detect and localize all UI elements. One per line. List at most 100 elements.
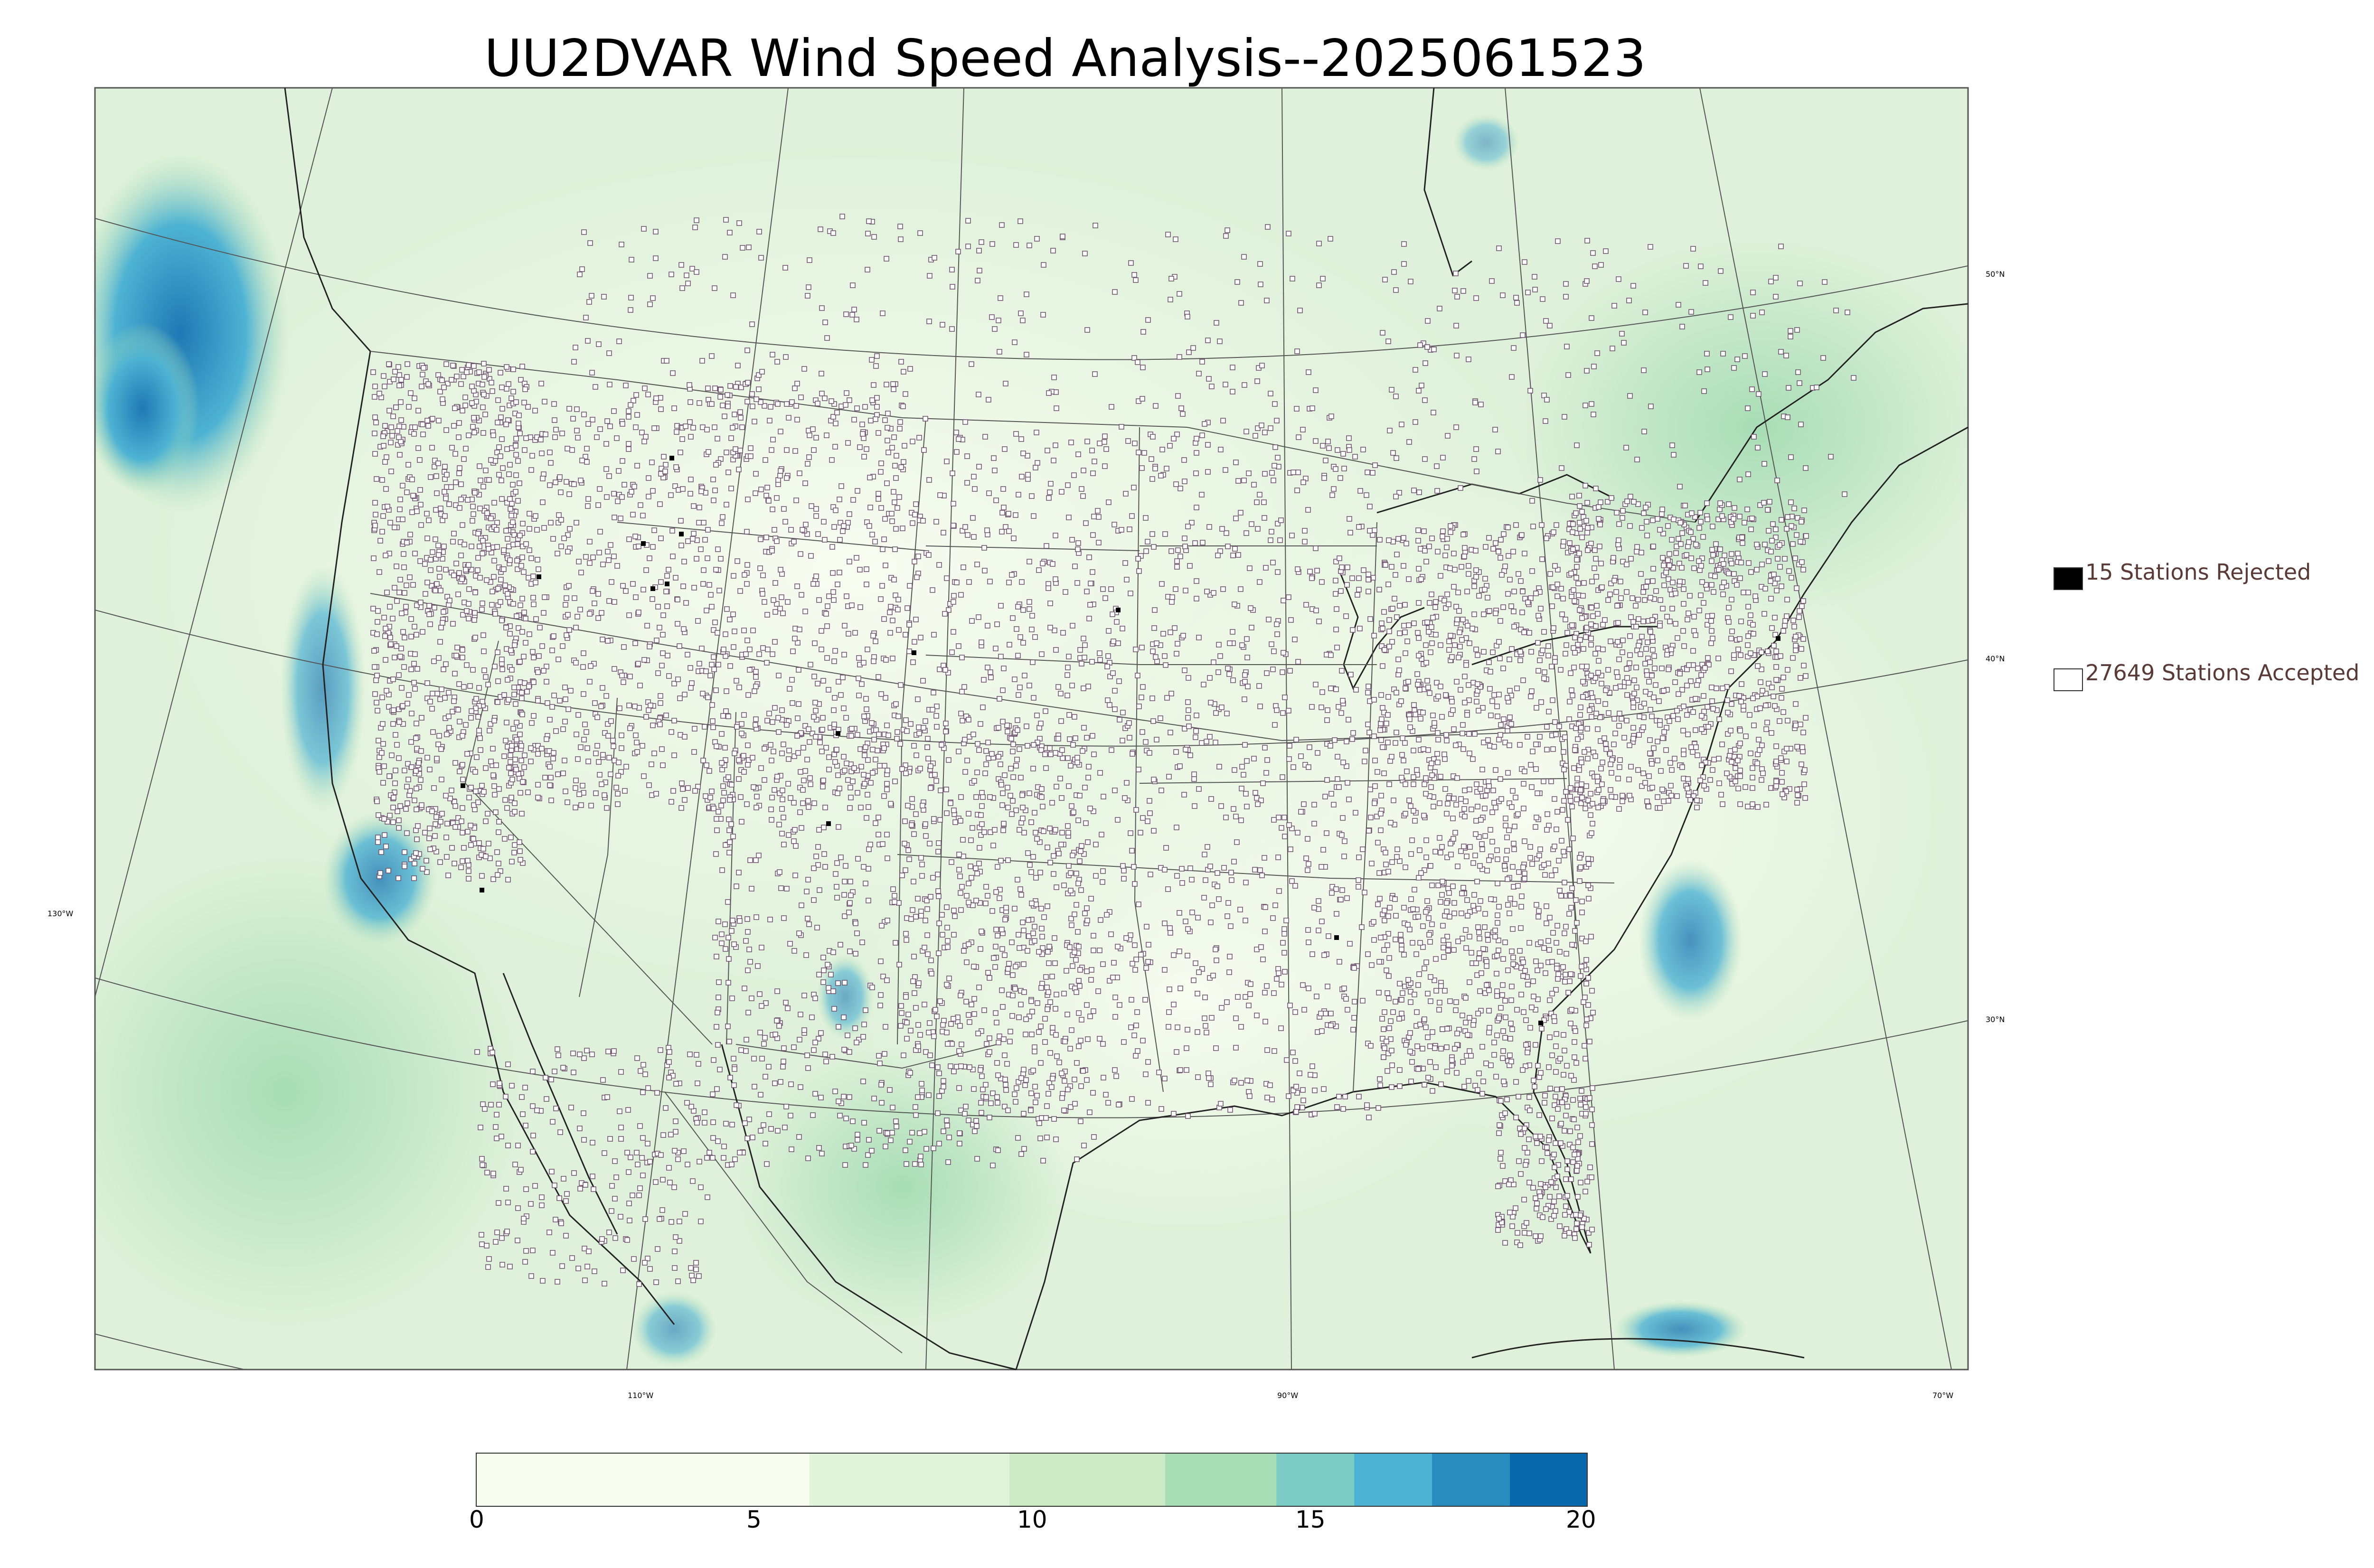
station-accepted [1233,814,1239,819]
station-accepted [936,893,942,899]
station-accepted [1238,510,1244,516]
station-accepted [730,425,735,431]
station-accepted [1511,624,1517,629]
station-accepted [1083,520,1089,526]
station-accepted [805,1065,811,1071]
station-accepted [1381,609,1387,615]
station-accepted [1006,528,1012,534]
station-accepted [915,1043,921,1049]
station-accepted [1054,884,1059,890]
station-accepted [1054,1053,1060,1059]
station-accepted [987,1035,992,1041]
station-accepted [410,582,416,588]
station-accepted [958,890,963,896]
station-accepted [1005,805,1011,810]
station-accepted [1272,463,1277,469]
station-accepted [1055,736,1061,742]
station-accepted [1074,871,1079,876]
station-accepted [1112,706,1118,712]
station-accepted [969,618,975,624]
station-accepted [820,955,826,960]
station-accepted [1044,985,1050,990]
station-accepted [958,592,964,598]
station-accepted [803,952,809,958]
station-accepted [707,582,712,588]
station-accepted [995,1100,1000,1106]
station-accepted [575,435,581,441]
station-accepted [1043,1115,1049,1121]
station-accepted [900,404,906,409]
station-accepted [905,803,911,808]
station-accepted [1003,1082,1008,1088]
station-accepted [544,736,549,742]
station-accepted [718,387,724,393]
station-accepted [1295,659,1301,665]
station-accepted [1199,740,1205,746]
station-accepted [1020,805,1026,810]
station-accepted [1419,656,1424,662]
station-accepted [833,507,838,513]
station-accepted [1167,443,1173,449]
station-accepted [729,782,735,788]
station-accepted [1428,863,1433,869]
station-accepted [1102,433,1108,439]
station-accepted [669,528,675,534]
station-accepted [1061,883,1067,888]
station-accepted [951,593,957,599]
station-accepted [1300,1098,1306,1103]
station-accepted [577,607,583,612]
station-accepted [472,610,478,616]
station-accepted [501,547,507,553]
station-accepted [688,685,694,691]
station-accepted [1321,475,1327,481]
station-accepted [615,498,621,504]
station-accepted [790,648,796,654]
station-accepted [1206,1070,1211,1076]
station-accepted [517,732,523,737]
station-accepted [1578,800,1584,806]
station-accepted [860,1034,866,1040]
station-accepted [1000,827,1006,833]
station-accepted [634,749,640,755]
station-accepted [1069,1027,1074,1033]
station-accepted [982,770,988,776]
station-accepted [493,762,499,768]
station-accepted [1223,467,1228,473]
station-accepted [401,664,407,670]
station-accepted [1307,744,1312,750]
station-accepted [940,1022,946,1028]
station-accepted [1010,615,1016,621]
station-accepted [1441,598,1447,603]
station-accepted [944,459,950,464]
station-accepted [1225,913,1230,919]
station-accepted [826,593,832,599]
station-accepted [1364,1102,1370,1108]
station-accepted [1166,774,1172,779]
station-accepted [1187,865,1193,871]
station-accepted [802,768,808,774]
station-accepted [965,532,970,538]
station-accepted [1033,465,1038,470]
station-accepted [1384,967,1389,973]
station-accepted [370,369,376,375]
station-accepted [1147,798,1152,804]
station-accepted [854,1040,859,1045]
station-accepted [1270,560,1276,565]
station-accepted [1196,635,1202,640]
station-accepted [794,583,800,589]
station-accepted [944,904,950,910]
station-accepted [976,861,982,866]
station-accepted [675,676,681,682]
station-accepted [732,1156,738,1162]
station-accepted [1035,1000,1040,1006]
station-accepted [542,399,547,404]
station-accepted [443,661,449,667]
station-accepted [1228,923,1234,929]
station-accepted [732,751,737,756]
station-accepted [646,707,651,713]
station-accepted [841,1047,847,1052]
station-accepted [1066,654,1072,659]
station-accepted [1136,568,1142,574]
station-accepted [1067,944,1073,950]
station-accepted [1195,915,1201,920]
